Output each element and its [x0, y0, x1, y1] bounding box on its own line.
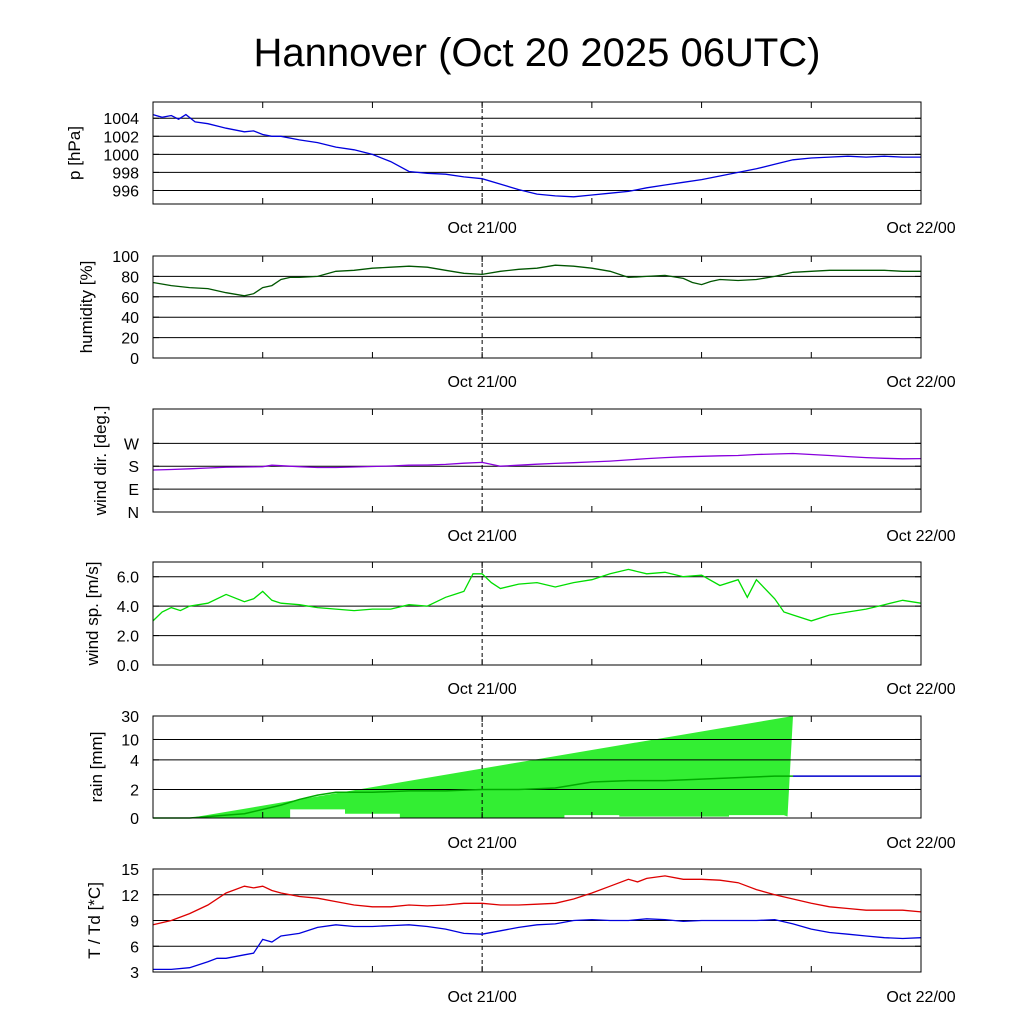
y-tick-label: 1000	[103, 147, 139, 164]
y-tick-label: E	[128, 482, 139, 499]
pressure-series-0	[152, 113, 921, 198]
y-tick-label: 2.0	[117, 629, 139, 646]
panel-temperature: 15 12 9 6 3 Oct 21/00 Oct 22/00 T / Td [*C]	[85, 862, 956, 1006]
y-tick-label: 100	[112, 249, 139, 266]
x-date-label: Oct 21/00	[447, 374, 516, 391]
y-tick-label: 80	[121, 269, 139, 286]
y-tick-label: N	[127, 505, 139, 522]
panel-frame	[152, 101, 922, 205]
panel-frame	[152, 255, 922, 359]
x-date-label: Oct 21/00	[447, 681, 516, 698]
x-date-label: Oct 22/00	[886, 374, 955, 391]
y-axis-label: T / Td [*C]	[85, 882, 104, 959]
y-tick-label: 3	[130, 965, 139, 982]
panel-frame	[152, 408, 922, 513]
panel-frame	[152, 561, 922, 666]
y-axis-label: p [hPa]	[65, 126, 84, 180]
x-date-label: Oct 22/00	[886, 681, 955, 698]
y-tick-label: 4	[130, 753, 139, 770]
y-tick-label: 996	[112, 183, 139, 200]
y-tick-label: 12	[121, 888, 139, 905]
y-tick-label: 15	[121, 862, 139, 879]
y-tick-label: 1004	[103, 111, 139, 128]
y-axis-label: rain [mm]	[87, 732, 106, 803]
y-tick-label: 20	[121, 331, 139, 348]
wind-speed-series-0	[152, 568, 922, 622]
panel-humidity: 100 80 60 40 20 0 Oct 21/00 Oct 22/00 humidity […	[77, 249, 956, 391]
y-tick-label: 0	[130, 351, 139, 368]
panel-frame	[152, 715, 922, 819]
x-date-label: Oct 21/00	[447, 835, 516, 852]
y-axis-label: humidity [%]	[77, 261, 96, 354]
x-date-label: Oct 22/00	[886, 989, 955, 1006]
y-axis-label: wind dir. [deg.]	[91, 406, 110, 517]
y-tick-label: W	[124, 436, 140, 453]
wind-direction-series-0	[152, 452, 922, 471]
panel-frame	[152, 868, 922, 973]
y-tick-label: 10	[121, 732, 139, 749]
y-tick-label: 0	[130, 811, 139, 828]
y-tick-label: 1002	[103, 129, 139, 146]
rain-envelope-fill	[189, 716, 794, 818]
x-date-label: Oct 22/00	[886, 528, 955, 545]
y-tick-label: S	[128, 459, 139, 476]
x-date-label: Oct 22/00	[886, 220, 955, 237]
temperature-series-1	[153, 918, 922, 971]
y-tick-label: 30	[121, 709, 139, 726]
x-date-label: Oct 21/00	[447, 220, 516, 237]
rain-accumulated-line	[153, 775, 793, 819]
y-tick-label: 40	[121, 310, 139, 327]
x-date-label: Oct 21/00	[447, 528, 516, 545]
temperature-series-0	[152, 875, 922, 926]
x-date-label: Oct 22/00	[886, 835, 955, 852]
y-tick-label: 6	[130, 939, 139, 956]
y-tick-label: 9	[130, 914, 139, 931]
y-tick-label: 0.0	[117, 658, 139, 675]
humidity-series-0	[152, 264, 921, 297]
y-tick-label: 60	[121, 290, 139, 307]
y-tick-label: 4.0	[117, 599, 139, 616]
y-tick-label: 998	[112, 165, 139, 182]
chart-title: Hannover (Oct 20 2025 06UTC)	[254, 31, 821, 75]
x-date-label: Oct 21/00	[447, 989, 516, 1006]
panel-rain: 30 10 4 2 0 Oct 21/00 Oct 22/00 rain [mm]	[87, 709, 956, 852]
y-tick-label: 2	[130, 782, 139, 799]
y-tick-label: 6.0	[117, 570, 139, 587]
y-axis-label: wind sp. [m/s]	[83, 562, 102, 667]
panel-wind-speed: 6.0 4.0 2.0 0.0 Oct 21/00 Oct 22/00 wind sp. […	[83, 561, 956, 698]
